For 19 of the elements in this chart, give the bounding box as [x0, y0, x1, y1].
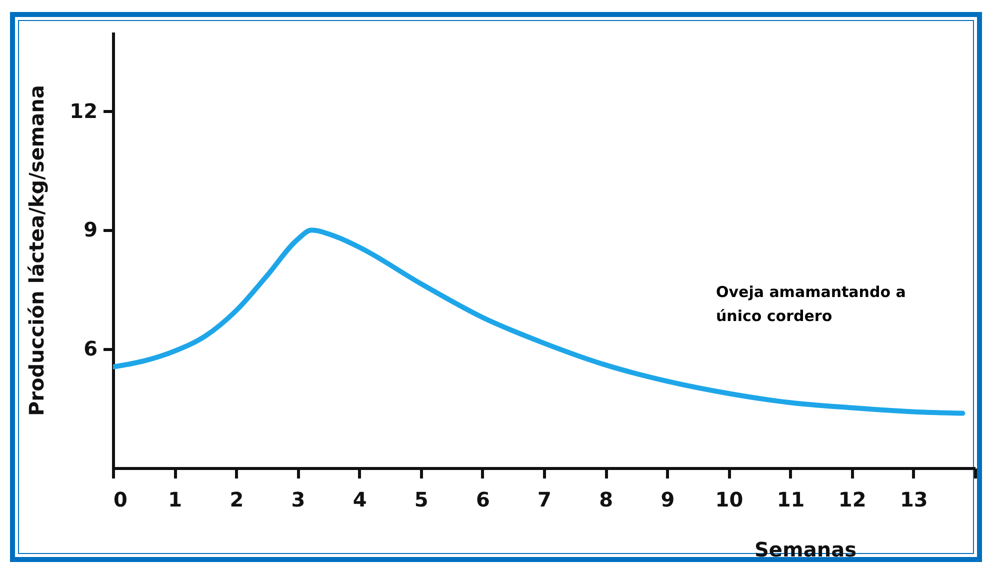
annotation: Oveja amamantando a único cordero — [716, 282, 907, 327]
x-tick-label: 12 — [838, 488, 866, 512]
x-tick-label: 10 — [715, 488, 744, 512]
x-tick-label: 4 — [352, 488, 367, 512]
x-tick-label: 0 — [114, 488, 128, 512]
x-tick-label: 13 — [900, 488, 928, 512]
x-tick-label: 3 — [291, 488, 306, 512]
x-tick-label: 2 — [230, 488, 244, 512]
x-tick-label: 1 — [168, 488, 182, 512]
y-tick-label: 12 — [70, 98, 98, 123]
x-tick-label: 6 — [476, 488, 490, 512]
x-tick-label: 5 — [414, 488, 428, 512]
y-tick-label: 6 — [84, 336, 98, 361]
x-tick-label: 7 — [538, 488, 552, 512]
x-tick-label: 11 — [776, 488, 805, 512]
y-axis-title: Producción láctea/kg/semana — [24, 85, 49, 416]
x-tick-label: 9 — [660, 488, 675, 512]
x-tick-label: 8 — [599, 488, 614, 512]
y-tick-label: 9 — [84, 218, 98, 242]
